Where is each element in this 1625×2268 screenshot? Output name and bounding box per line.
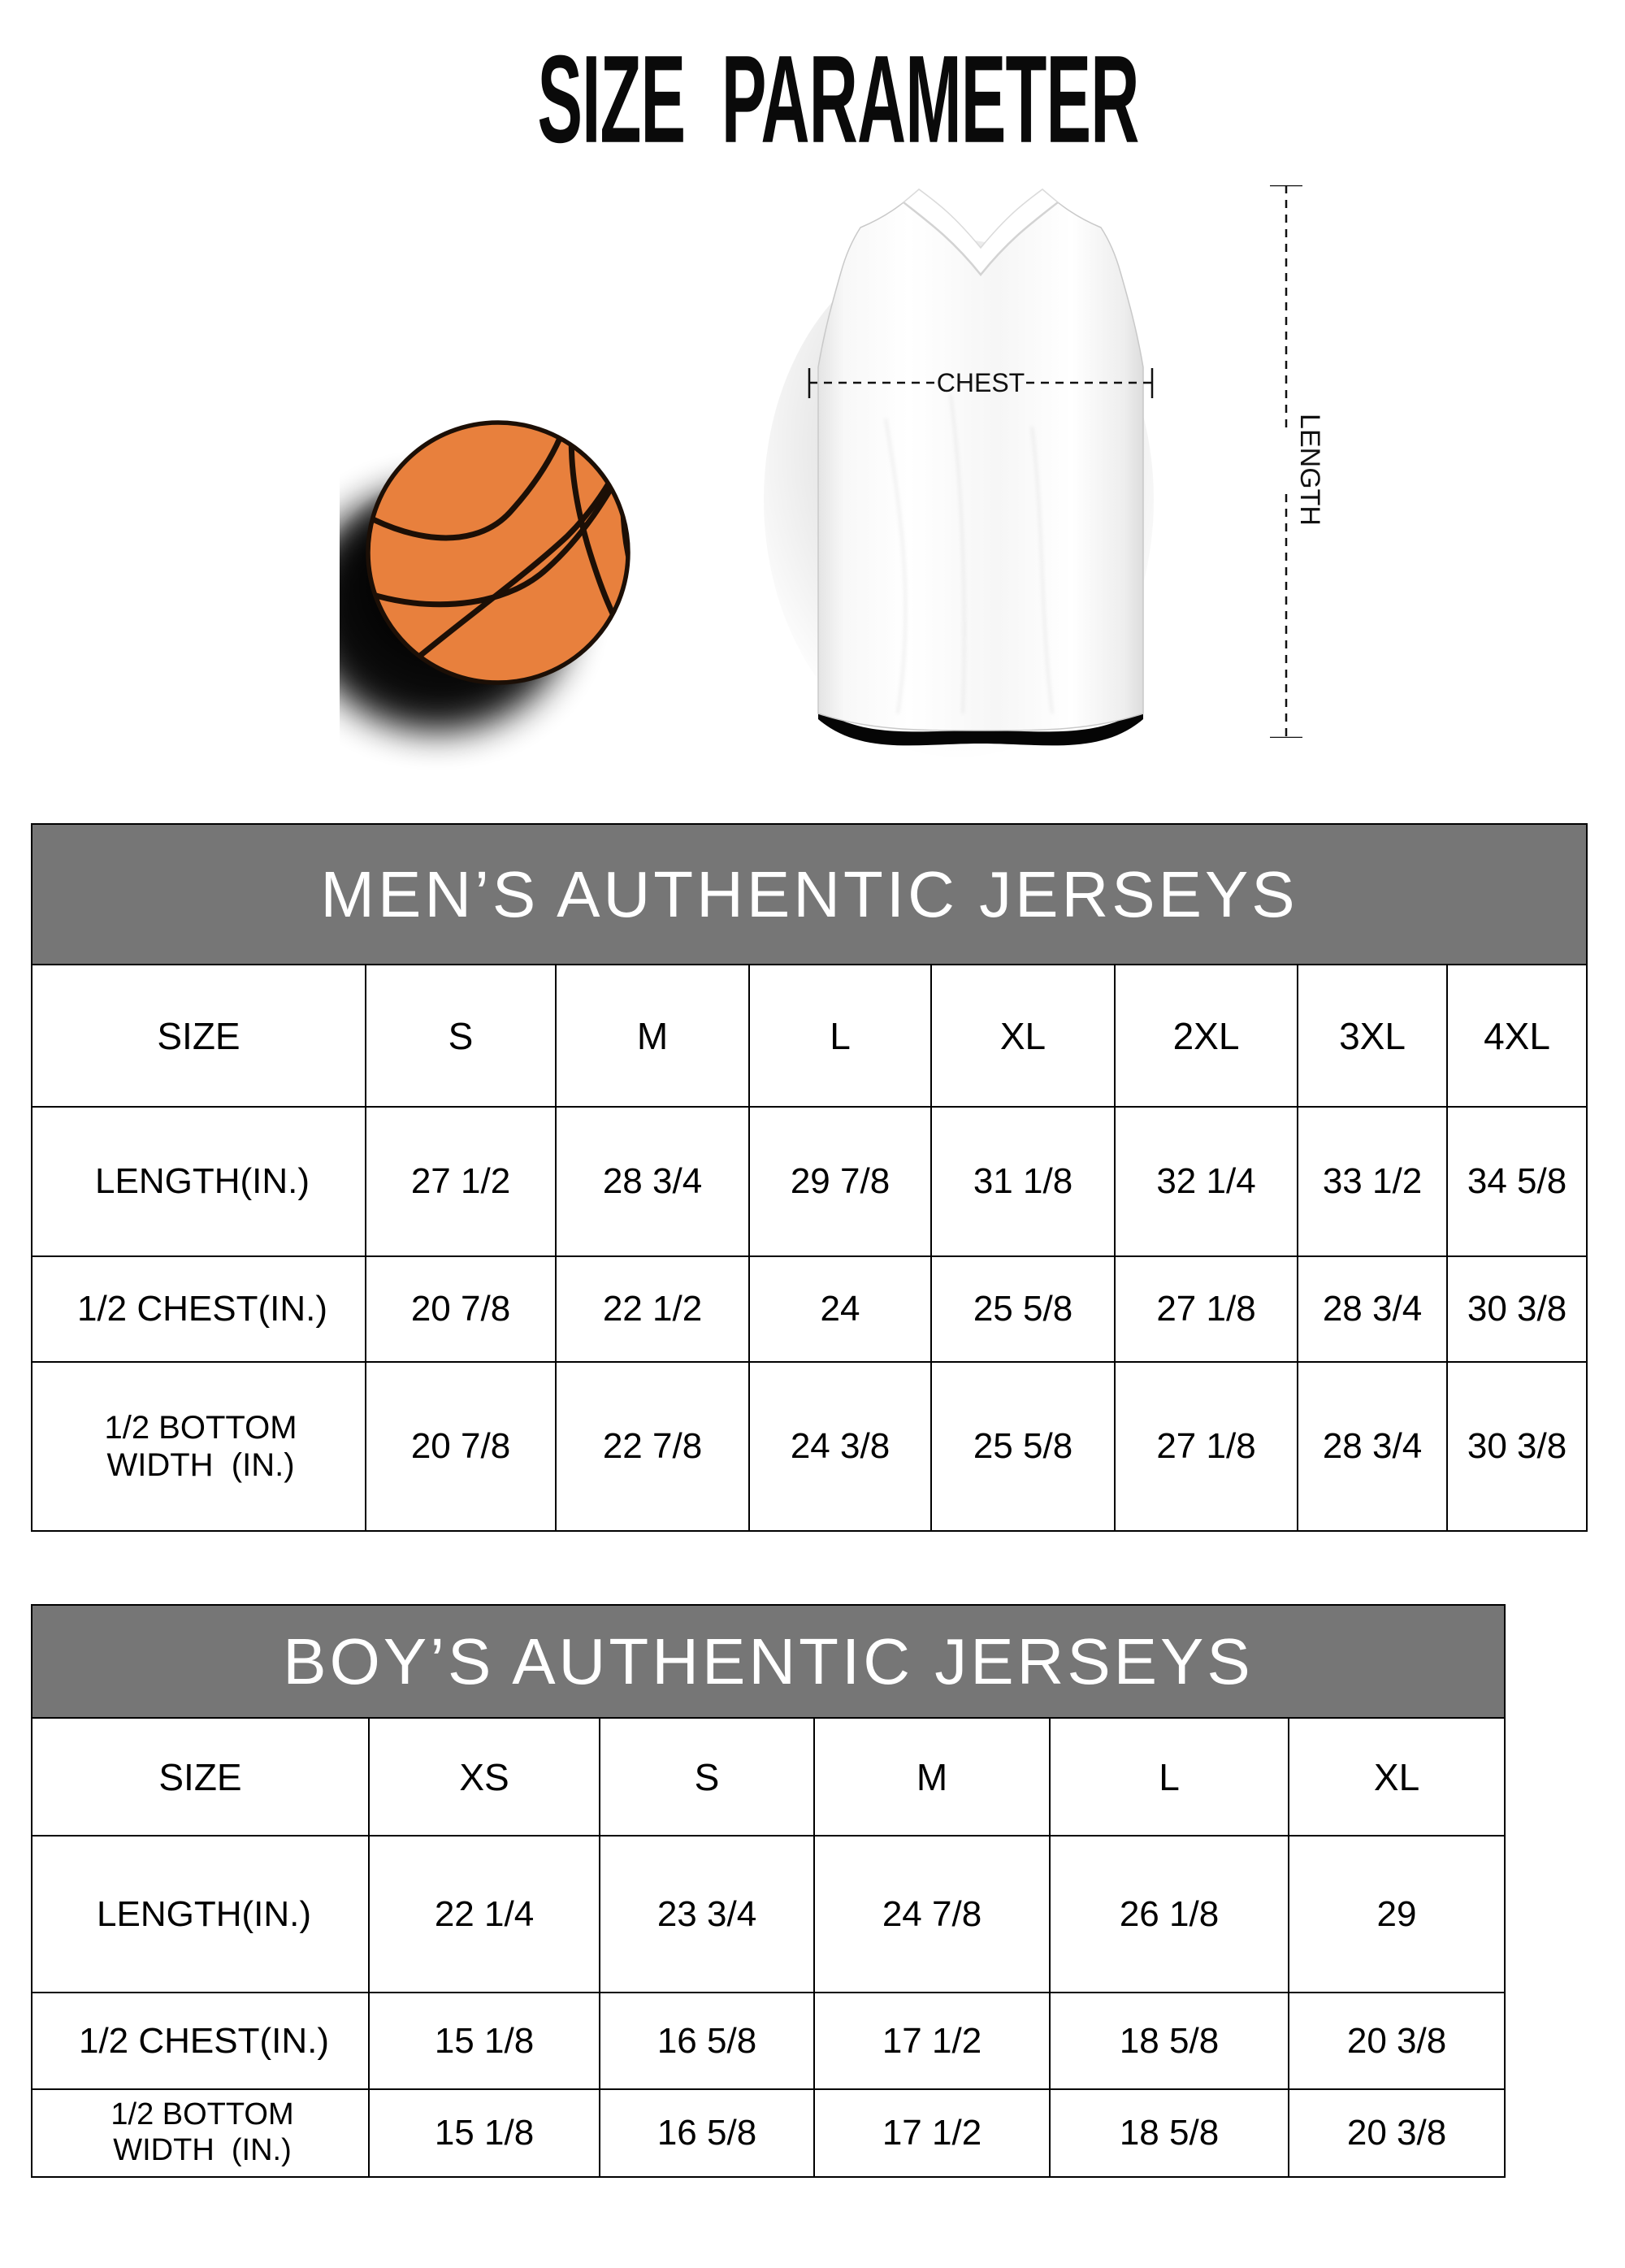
svg-text:LENGTH: LENGTH (1294, 414, 1325, 526)
svg-text:CHEST: CHEST (937, 368, 1025, 397)
